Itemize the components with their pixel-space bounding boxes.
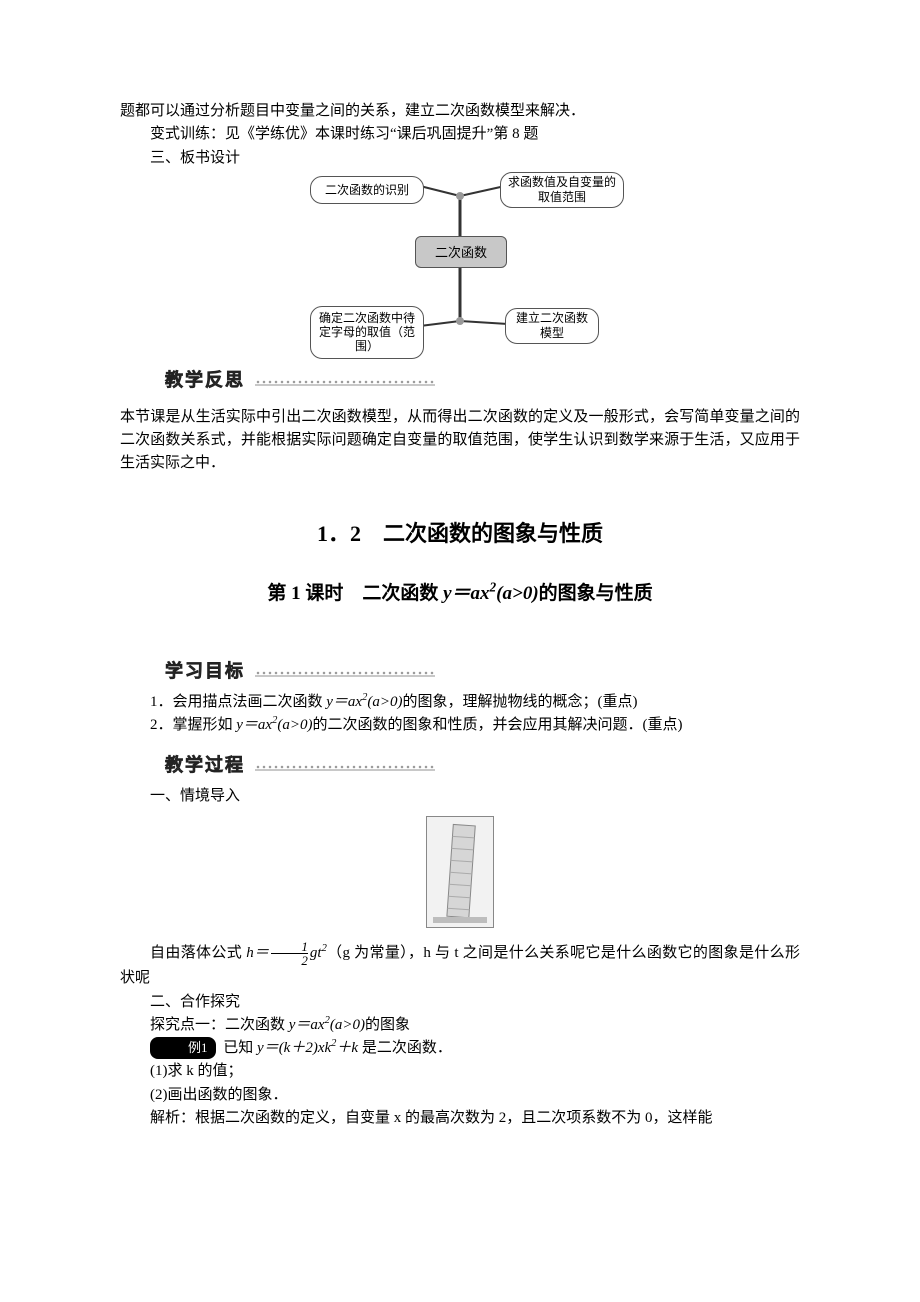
dots-icon bbox=[255, 763, 435, 771]
lesson-title-post: 的图象与性质 bbox=[539, 583, 653, 604]
section-title: 1．2 二次函数的图象与性质 bbox=[120, 516, 800, 548]
freefall-pre: 自由落体公式 bbox=[150, 945, 246, 961]
example-1-line: 例1 已知 y＝(k＋2)xk2＋k 是二次函数． bbox=[120, 1037, 800, 1060]
dots-icon bbox=[255, 378, 435, 386]
diagram-node-tl: 二次函数的识别 bbox=[310, 176, 424, 204]
explore-1-pre: 探究点一：二次函数 bbox=[150, 1017, 289, 1033]
banner-process: 教学过程 bbox=[165, 751, 435, 777]
intro-tail-text: 题都可以通过分析题目中变量之间的关系，建立二次函数模型来解决． bbox=[120, 100, 800, 123]
process-coop-heading: 二、合作探究 bbox=[120, 991, 800, 1014]
goal-1: 1．会用描点法画二次函数 y＝ax2(a>0)的图象，理解抛物线的概念；(重点) bbox=[120, 691, 800, 714]
board-diagram: 二次函数的识别 求函数值及自变量的取值范围 二次函数 确定二次函数中待定字母的取… bbox=[120, 176, 800, 356]
freefall-eq: h＝12gt2 bbox=[246, 945, 327, 961]
banner-goals: 学习目标 bbox=[165, 657, 435, 683]
lesson-title: 第 1 课时 二次函数 y＝ax2(a>0)的图象与性质 bbox=[120, 578, 800, 605]
tower-image bbox=[426, 816, 494, 928]
banner-goals-label: 学习目标 bbox=[165, 661, 251, 681]
banner-reflect-label: 教学反思 bbox=[165, 370, 251, 390]
diagram-node-tr: 求函数值及自变量的取值范围 bbox=[500, 172, 624, 208]
goal-1-func: y＝ax2(a>0) bbox=[326, 694, 402, 710]
diagram-node-br: 建立二次函数模型 bbox=[505, 308, 599, 344]
diagram-center: 二次函数 bbox=[415, 236, 507, 268]
example-1-pre: 已知 bbox=[223, 1040, 257, 1056]
analysis-line: 解析：根据二次函数的定义，自变量 x 的最高次数为 2，且二次项系数不为 0，这… bbox=[120, 1107, 800, 1130]
goal-2: 2．掌握形如 y＝ax2(a>0)的二次函数的图象和性质，并会应用其解决问题．(… bbox=[120, 714, 800, 737]
goal-2-post: 的二次函数的图象和性质，并会应用其解决问题．(重点) bbox=[312, 717, 682, 733]
goal-1-post: 的图象，理解抛物线的概念；(重点) bbox=[402, 694, 637, 710]
goal-2-func: y＝ax2(a>0) bbox=[236, 717, 312, 733]
example-1-func: y＝(k＋2)xk2＋k bbox=[257, 1040, 358, 1056]
banner-reflect: 教学反思 bbox=[165, 366, 435, 392]
reflect-paragraph: 本节课是从生活实际中引出二次函数模型，从而得出二次函数的定义及一般形式，会写简单… bbox=[120, 406, 800, 476]
question-1: (1)求 k 的值； bbox=[120, 1060, 800, 1083]
diagram-node-bl: 确定二次函数中待定字母的取值（范围） bbox=[310, 306, 424, 359]
lesson-title-func: y＝ax2(a>0) bbox=[443, 583, 539, 604]
goal-2-pre: 2．掌握形如 bbox=[150, 717, 236, 733]
freefall-line: 自由落体公式 h＝12gt2（g 为常量），h 与 t 之间是什么关系呢它是什么… bbox=[120, 940, 800, 990]
dots-icon bbox=[255, 669, 435, 677]
lesson-title-pre: 第 1 课时 二次函数 bbox=[267, 583, 443, 604]
explore-1-post: 的图象 bbox=[365, 1017, 410, 1033]
example-1-post: 是二次函数． bbox=[358, 1040, 452, 1056]
question-2: (2)画出函数的图象． bbox=[120, 1084, 800, 1107]
process-situ-heading: 一、情境导入 bbox=[120, 785, 800, 808]
goal-1-pre: 1．会用描点法画二次函数 bbox=[150, 694, 326, 710]
explore-1: 探究点一：二次函数 y＝ax2(a>0)的图象 bbox=[120, 1014, 800, 1037]
explore-1-func: y＝ax2(a>0) bbox=[289, 1017, 365, 1033]
banner-process-label: 教学过程 bbox=[165, 755, 251, 775]
banshu-heading: 三、板书设计 bbox=[120, 147, 800, 170]
bianshi-text: 变式训练：见《学练优》本课时练习“课后巩固提升”第 8 题 bbox=[120, 123, 800, 146]
example-badge: 例1 bbox=[150, 1037, 216, 1059]
